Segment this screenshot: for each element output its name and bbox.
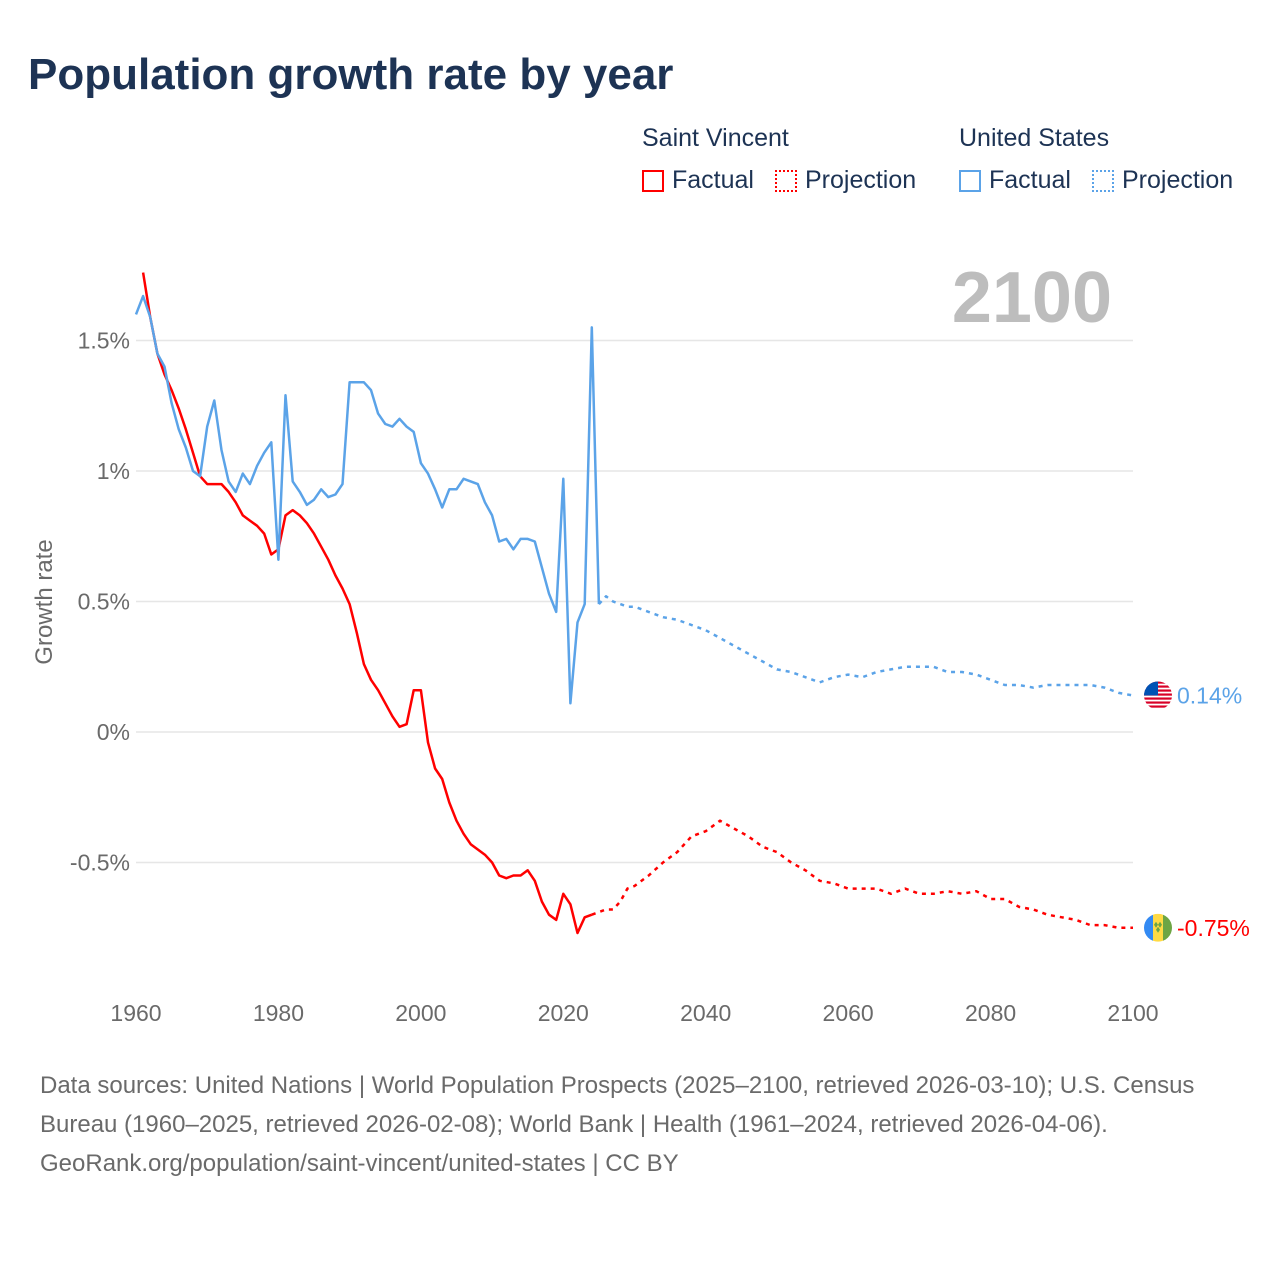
legend-group-united-states: United States: [959, 124, 1110, 152]
legend-swatch-dotted: [775, 169, 797, 192]
legend-swatch-solid: [642, 169, 664, 192]
chart-title: Population growth rate by year: [28, 50, 674, 99]
legend-us-projection[interactable]: Projection: [1092, 166, 1233, 195]
x-tick-labels: 1960 1980 2000 2020 2040 2060 2080 2100: [110, 1000, 1158, 1026]
legend-label: Factual: [672, 166, 754, 194]
legend-group-saint-vincent: Saint Vincent: [642, 124, 789, 152]
legend-us-factual[interactable]: Factual: [959, 166, 1071, 195]
series-line-united-states-projection: [597, 595, 1134, 697]
x-tick-label: 2080: [965, 1000, 1016, 1026]
end-value-label: -0.75%: [1177, 915, 1250, 941]
y-tick-label: 1.5%: [78, 328, 130, 354]
y-tick-labels: 1.5% 1% 0.5% 0% -0.5%: [70, 328, 130, 876]
legend-swatch-dotted: [1092, 169, 1114, 192]
series-line-united-states-factual: [134, 294, 601, 705]
y-tick-label: 0%: [97, 719, 130, 745]
x-tick-label: 2020: [538, 1000, 589, 1026]
x-tick-label: 2100: [1107, 1000, 1158, 1026]
y-tick-label: 1%: [97, 458, 130, 484]
data-sources: Data sources: United Nations | World Pop…: [40, 1072, 1195, 1138]
attribution-link[interactable]: GeoRank.org/population/saint-vincent/uni…: [40, 1150, 679, 1177]
series-line-saint-vincent-factual: [141, 272, 593, 935]
us-flag-icon: [1144, 681, 1172, 710]
series-line-saint-vincent-projection: [591, 819, 1133, 930]
end-labels: 0.14% -0.75%: [1144, 681, 1250, 942]
footer: Data sources: United Nations | World Pop…: [40, 1066, 1230, 1183]
year-watermark: 2100: [952, 258, 1112, 338]
legend-sv-projection[interactable]: Projection: [775, 166, 916, 195]
series-lines: [134, 272, 1134, 935]
legend-swatch-solid: [959, 169, 981, 192]
y-axis-label: Growth rate: [31, 539, 58, 664]
legend-sv-factual[interactable]: Factual: [642, 166, 754, 195]
y-tick-label: 0.5%: [78, 589, 130, 615]
y-tick-label: -0.5%: [70, 850, 130, 876]
x-tick-label: 2000: [395, 1000, 446, 1026]
x-tick-label: 2040: [680, 1000, 731, 1026]
x-tick-label: 1980: [253, 1000, 304, 1026]
gridlines: [136, 339, 1133, 864]
legend-label: Projection: [1122, 166, 1234, 194]
svg-flag-icon: [1144, 913, 1172, 942]
x-tick-label: 1960: [110, 1000, 161, 1026]
end-value-label: 0.14%: [1177, 682, 1242, 708]
legend-label: Projection: [805, 166, 917, 194]
legend-label: Factual: [989, 166, 1071, 194]
x-tick-label: 2060: [823, 1000, 874, 1026]
